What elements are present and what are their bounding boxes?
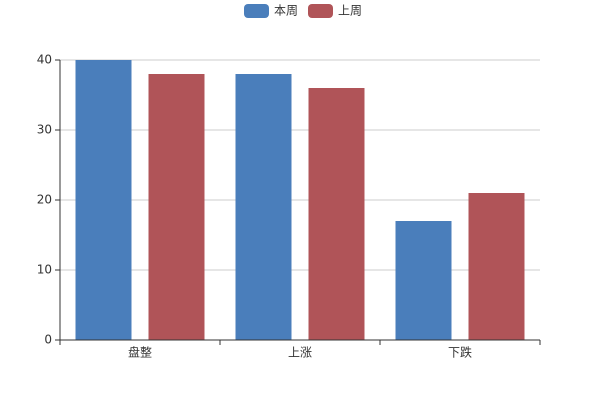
legend-swatch[interactable] — [308, 4, 333, 18]
bar — [235, 74, 292, 340]
bar — [308, 88, 365, 340]
bar — [395, 221, 452, 340]
x-tick-label: 下跌 — [448, 345, 472, 360]
x-tick-label: 上涨 — [288, 345, 312, 360]
y-tick-label: 30 — [37, 123, 52, 137]
bar — [75, 60, 132, 340]
y-tick-label: 40 — [37, 53, 52, 67]
bar — [468, 193, 525, 340]
legend-label[interactable]: 本周 — [274, 4, 298, 18]
bar — [148, 74, 205, 340]
y-tick-label: 10 — [37, 263, 52, 277]
y-tick-label: 20 — [37, 193, 52, 207]
legend-swatch[interactable] — [244, 4, 269, 18]
legend-label[interactable]: 上周 — [338, 4, 362, 18]
y-tick-label: 0 — [44, 333, 52, 347]
x-tick-label: 盘整 — [128, 345, 152, 360]
